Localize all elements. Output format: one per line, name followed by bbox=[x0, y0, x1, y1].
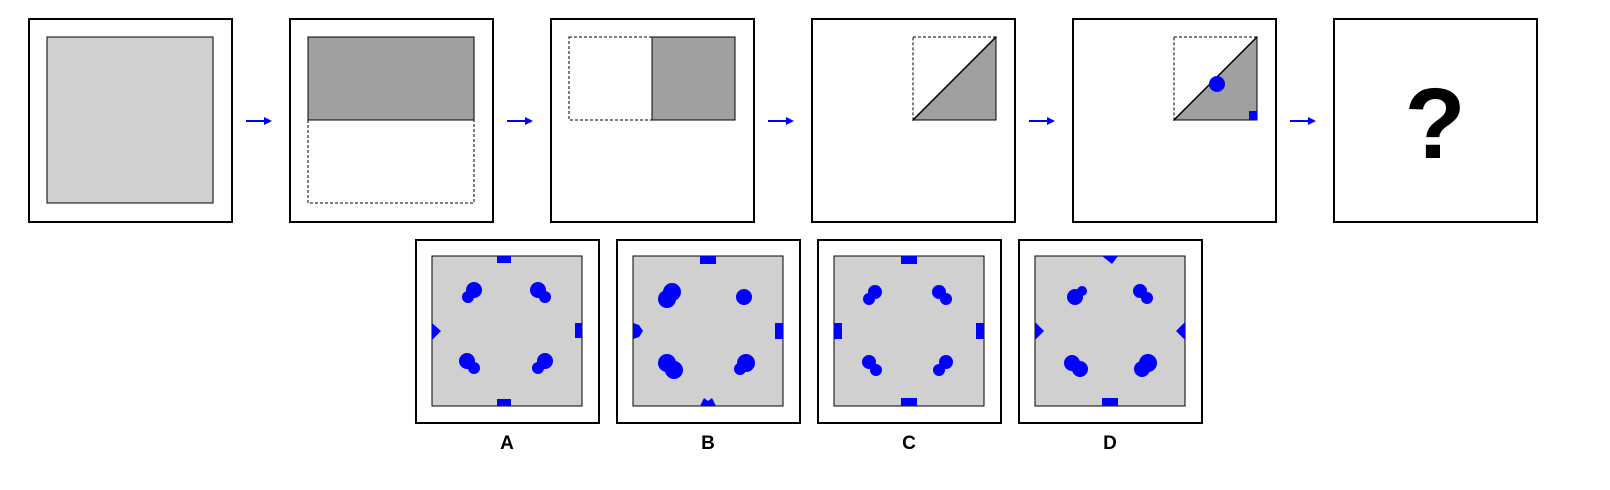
step-6-answer: ? bbox=[1333, 18, 1538, 223]
arrow-5-icon bbox=[1290, 117, 1316, 125]
option-b[interactable] bbox=[616, 239, 801, 424]
punch-hole-circle bbox=[1209, 76, 1225, 92]
option-c-label: C bbox=[902, 433, 916, 454]
arrow-3-icon bbox=[768, 117, 794, 125]
step-4-fold-diagonal bbox=[811, 18, 1016, 223]
arrow-4-icon bbox=[1029, 117, 1055, 125]
option-a-label: A bbox=[500, 433, 514, 454]
arrow-2-icon bbox=[507, 117, 533, 125]
option-d[interactable] bbox=[1018, 239, 1203, 424]
option-d-label: D bbox=[1103, 433, 1117, 454]
punch-hole-square bbox=[1249, 111, 1257, 120]
step-1-paper bbox=[28, 18, 233, 223]
option-c[interactable] bbox=[817, 239, 1002, 424]
step-2-fold-top bbox=[289, 18, 494, 223]
option-b-label: B bbox=[701, 433, 715, 454]
question-mark: ? bbox=[1404, 68, 1465, 180]
option-a[interactable] bbox=[415, 239, 600, 424]
step-5-punch bbox=[1072, 18, 1277, 223]
step-3-fold-left bbox=[550, 18, 755, 223]
arrow-1-icon bbox=[246, 117, 272, 125]
